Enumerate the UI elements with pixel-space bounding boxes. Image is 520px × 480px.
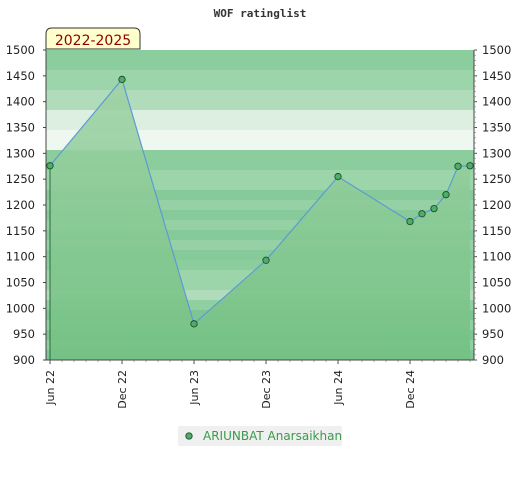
plot-band bbox=[46, 240, 474, 250]
y-tick-label-left: 1300 bbox=[6, 146, 35, 160]
x-tick-label: Dec 22 bbox=[116, 370, 129, 409]
data-point bbox=[334, 172, 342, 181]
plot-band bbox=[46, 70, 474, 80]
data-point bbox=[466, 162, 474, 170]
legend-marker bbox=[185, 432, 193, 440]
plot-band bbox=[46, 90, 474, 100]
data-point bbox=[118, 75, 126, 84]
data-point bbox=[190, 320, 198, 328]
y-tick-label-left: 900 bbox=[13, 353, 35, 367]
y-tick-label-left: 1000 bbox=[6, 301, 35, 315]
y-tick-label-right: 1150 bbox=[482, 224, 511, 238]
x-tick-label: Jun 22 bbox=[44, 370, 57, 406]
plot-band bbox=[46, 130, 474, 140]
y-tick-label-left: 1350 bbox=[6, 121, 35, 135]
x-tick-label: Jun 23 bbox=[188, 370, 201, 406]
y-ticks-left: 900 950 1000 1050 1100 1150 1200 1250 1300 1350 14… bbox=[6, 43, 46, 367]
x-tick-label: Dec 23 bbox=[260, 370, 273, 409]
y-tick-label-left: 1400 bbox=[6, 95, 35, 109]
x-tick-label: Jun 24 bbox=[332, 370, 345, 406]
data-point bbox=[406, 217, 414, 226]
plot-band bbox=[46, 190, 474, 200]
plot-band bbox=[46, 160, 474, 170]
series-area bbox=[50, 79, 470, 360]
data-point bbox=[430, 204, 438, 213]
y-tick-label-right: 1500 bbox=[482, 43, 511, 57]
y-tick-label-right: 1200 bbox=[482, 198, 511, 212]
y-tick-label-right: 1100 bbox=[482, 250, 511, 264]
y-tick-label-left: 1450 bbox=[6, 69, 35, 83]
y-tick-label-left: 1200 bbox=[6, 198, 35, 212]
y-tick-label-left: 1250 bbox=[6, 172, 35, 186]
y-tick-label-right: 1300 bbox=[482, 146, 511, 160]
plot-band bbox=[46, 120, 474, 130]
plot-band bbox=[46, 220, 474, 230]
plot-band bbox=[46, 250, 474, 260]
y-tick-label-right: 1400 bbox=[482, 95, 511, 109]
period-label-box bbox=[45, 27, 141, 50]
plot-band bbox=[46, 230, 474, 240]
period-label-text: 2022-2025 bbox=[55, 33, 131, 49]
data-point bbox=[262, 256, 270, 264]
data-point bbox=[46, 162, 54, 170]
period-label: 2022-2025 bbox=[45, 27, 141, 50]
plot-band bbox=[46, 50, 474, 60]
y-tick-label-left: 1500 bbox=[6, 43, 35, 57]
y-tick-label-right: 1250 bbox=[482, 172, 511, 186]
y-tick-label-right: 1050 bbox=[482, 276, 511, 290]
plot-band bbox=[46, 140, 474, 150]
data-point bbox=[418, 210, 426, 218]
y-tick-label-left: 1050 bbox=[6, 276, 35, 290]
y-tick-label-right: 900 bbox=[482, 353, 504, 367]
legend-box bbox=[178, 426, 342, 446]
data-point bbox=[442, 191, 450, 199]
plot-band bbox=[46, 180, 474, 190]
plot-band bbox=[46, 150, 474, 160]
plot-band bbox=[46, 210, 474, 220]
plot-band bbox=[46, 80, 474, 90]
plot-band bbox=[46, 110, 474, 120]
y-tick-label-right: 1000 bbox=[482, 301, 511, 315]
data-markers bbox=[46, 75, 474, 328]
y-tick-label-left: 1100 bbox=[6, 250, 35, 264]
y-tick-label-left: 950 bbox=[13, 327, 35, 341]
chart-title: WOF ratinglist bbox=[214, 7, 307, 20]
y-tick-label-right: 1450 bbox=[482, 69, 511, 83]
plot-band bbox=[46, 100, 474, 110]
x-ticks: Jun 22 Dec 22 Jun 23 Dec 23 Jun 24 Dec 24 bbox=[44, 360, 471, 409]
data-point bbox=[454, 162, 462, 170]
legend: ARIUNBAT Anarsaikhan bbox=[178, 426, 342, 446]
y-ticks-right: 900 950 1000 1050 1100 1150 1200 1250 1300 1350 14… bbox=[474, 43, 511, 367]
plot-band bbox=[46, 60, 474, 70]
y-tick-label-left: 1150 bbox=[6, 224, 35, 238]
y-tick-label-right: 1350 bbox=[482, 121, 511, 135]
plot-band bbox=[46, 200, 474, 210]
y-tick-label-right: 950 bbox=[482, 327, 504, 341]
x-tick-label: Dec 24 bbox=[404, 370, 417, 409]
legend-series-label: ARIUNBAT Anarsaikhan bbox=[203, 429, 342, 443]
plot-band bbox=[46, 170, 474, 180]
